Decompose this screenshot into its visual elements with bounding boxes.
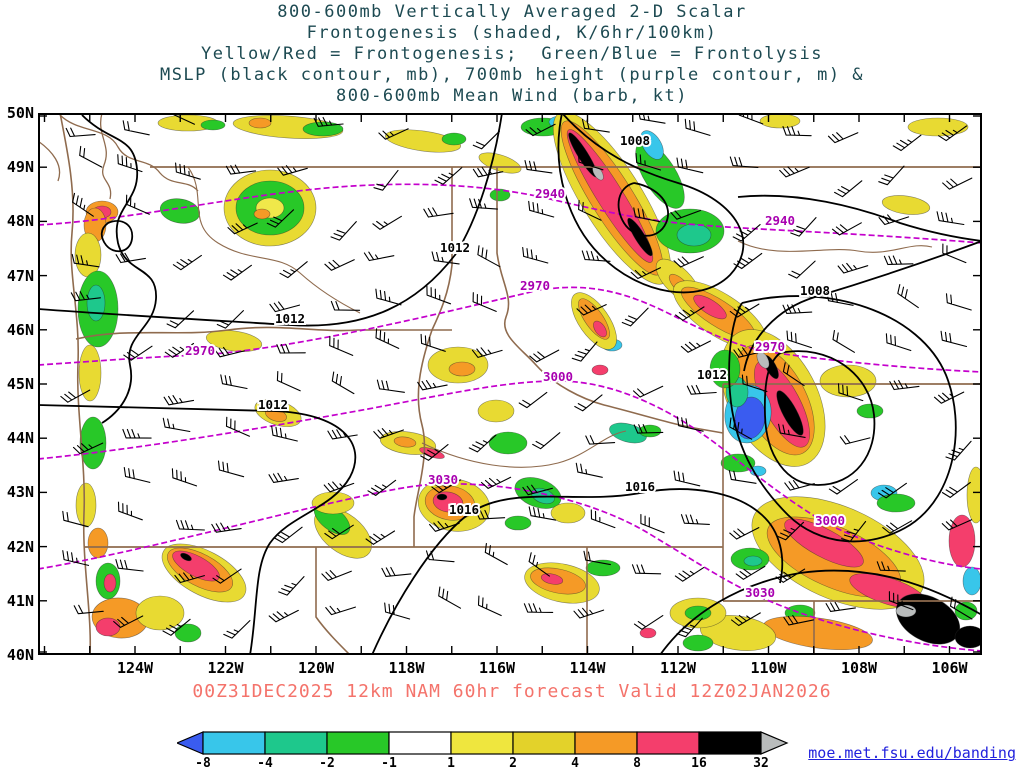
colorbar-segment bbox=[388, 731, 452, 755]
lon-tick-label: 106W bbox=[931, 659, 968, 677]
colorbar-right-arrow bbox=[760, 731, 789, 755]
lat-tick-label: 47N bbox=[6, 266, 34, 285]
map-canvas: 1008 1008 1012 1012 1012 1012 1016 1016 2940 2940… bbox=[37, 104, 986, 656]
lat-tick-label: 46N bbox=[6, 320, 34, 339]
colorbar-segment bbox=[326, 731, 390, 755]
chart-title: 800-600mb Vertically Averaged 2-D Scalar… bbox=[0, 2, 1024, 107]
lat-tick-label: 48N bbox=[6, 212, 34, 231]
colorbar-tick-label: 8 bbox=[633, 756, 641, 768]
contour-label: 3030 bbox=[428, 472, 458, 487]
colorbar-left-arrow bbox=[177, 731, 204, 755]
contour-label: 3030 bbox=[745, 585, 775, 600]
lat-tick-label: 41N bbox=[6, 591, 34, 610]
contour-label: 1012 bbox=[697, 367, 727, 382]
lon-tick-label: 112W bbox=[659, 659, 697, 677]
colorbar-segment bbox=[636, 731, 700, 755]
contour-label: 1016 bbox=[625, 479, 655, 494]
colorbar-tick-label: 32 bbox=[753, 756, 769, 768]
title-line: Yellow/Red = Frontogenesis; Green/Blue =… bbox=[201, 44, 823, 64]
contour-label: 1012 bbox=[275, 311, 305, 326]
wind-barbs-layer bbox=[60, 104, 973, 639]
lon-tick-label: 124W bbox=[116, 659, 154, 677]
state-borders-layer bbox=[37, 112, 982, 656]
colorbar-segment bbox=[698, 731, 762, 755]
contour-labels-layer: 1008 1008 1012 1012 1012 1012 1016 1016 2940 2940… bbox=[183, 131, 847, 602]
credit-link[interactable]: moe.met.fsu.edu/banding bbox=[808, 744, 1016, 762]
lon-tick-label: 120W bbox=[297, 659, 335, 677]
lon-tick-label: 110W bbox=[750, 659, 787, 677]
contour-label: 2940 bbox=[765, 213, 795, 228]
lon-tick-label: 118W bbox=[388, 659, 425, 677]
lon-tick-label: 114W bbox=[569, 659, 606, 677]
title-line: MSLP (black contour, mb), 700mb height (… bbox=[159, 65, 865, 85]
contour-label: 1016 bbox=[449, 502, 479, 517]
contour-label: 1008 bbox=[800, 283, 830, 298]
title-line: 800-600mb Mean Wind (barb, kt) bbox=[335, 86, 689, 106]
lon-tick-label: 116W bbox=[478, 659, 516, 677]
colorbar-tick-label: -2 bbox=[319, 756, 335, 768]
lat-tick-label: 45N bbox=[6, 375, 34, 393]
colorbar-tick-label: 4 bbox=[571, 756, 579, 768]
grid-ticks-layer bbox=[40, 115, 980, 653]
height-contours-layer bbox=[37, 183, 983, 652]
lat-tick-label: 50N bbox=[6, 104, 34, 122]
colorbar-tick-label: -4 bbox=[257, 756, 273, 768]
map-frame: 1008 1008 1012 1012 1012 1012 1016 1016 2940 2940… bbox=[37, 104, 986, 656]
colorbar-segment bbox=[512, 731, 576, 755]
colorbar-tick-label: 16 bbox=[691, 756, 707, 768]
contour-label: 1008 bbox=[620, 133, 650, 148]
mslp-contours-layer bbox=[37, 112, 983, 656]
lon-tick-label: 108W bbox=[840, 659, 878, 677]
forecast-caption: 00Z31DEC2025 12km NAM 60hr forecast Vali… bbox=[192, 681, 832, 702]
title-line: Frontogenesis (shaded, K/6hr/100km) bbox=[306, 23, 718, 43]
lat-tick-label: 49N bbox=[6, 158, 34, 177]
lon-tick-label: 122W bbox=[207, 659, 244, 677]
contour-label: 1012 bbox=[258, 397, 288, 412]
contour-label: 1012 bbox=[440, 240, 470, 255]
colorbar: -8 -4 -2 -1 1 2 4 8 16 32 bbox=[177, 731, 789, 768]
lat-tick-label: 40N bbox=[6, 646, 34, 664]
colorbar-segment bbox=[450, 731, 514, 755]
contour-label: 2970 bbox=[755, 339, 785, 354]
contour-label: 2970 bbox=[520, 278, 550, 293]
colorbar-segment bbox=[264, 731, 328, 755]
title-line: 800-600mb Vertically Averaged 2-D Scalar bbox=[277, 2, 747, 22]
colorbar-tick-label: 1 bbox=[447, 756, 455, 768]
colorbar-tick-label: 2 bbox=[509, 756, 517, 768]
contour-label: 3000 bbox=[815, 513, 845, 528]
colorbar-tick-label: -8 bbox=[195, 756, 211, 768]
contour-label: 2970 bbox=[185, 343, 215, 358]
contour-label: 3000 bbox=[543, 369, 573, 384]
map-border bbox=[38, 113, 982, 655]
contour-label: 2940 bbox=[535, 186, 565, 201]
lat-tick-label: 44N bbox=[6, 429, 34, 448]
lat-tick-label: 42N bbox=[6, 537, 34, 556]
colorbar-segment bbox=[574, 731, 638, 755]
lat-tick-label: 43N bbox=[6, 483, 34, 502]
colorbar-tick-label: -1 bbox=[381, 756, 397, 768]
colorbar-segment bbox=[202, 731, 266, 755]
